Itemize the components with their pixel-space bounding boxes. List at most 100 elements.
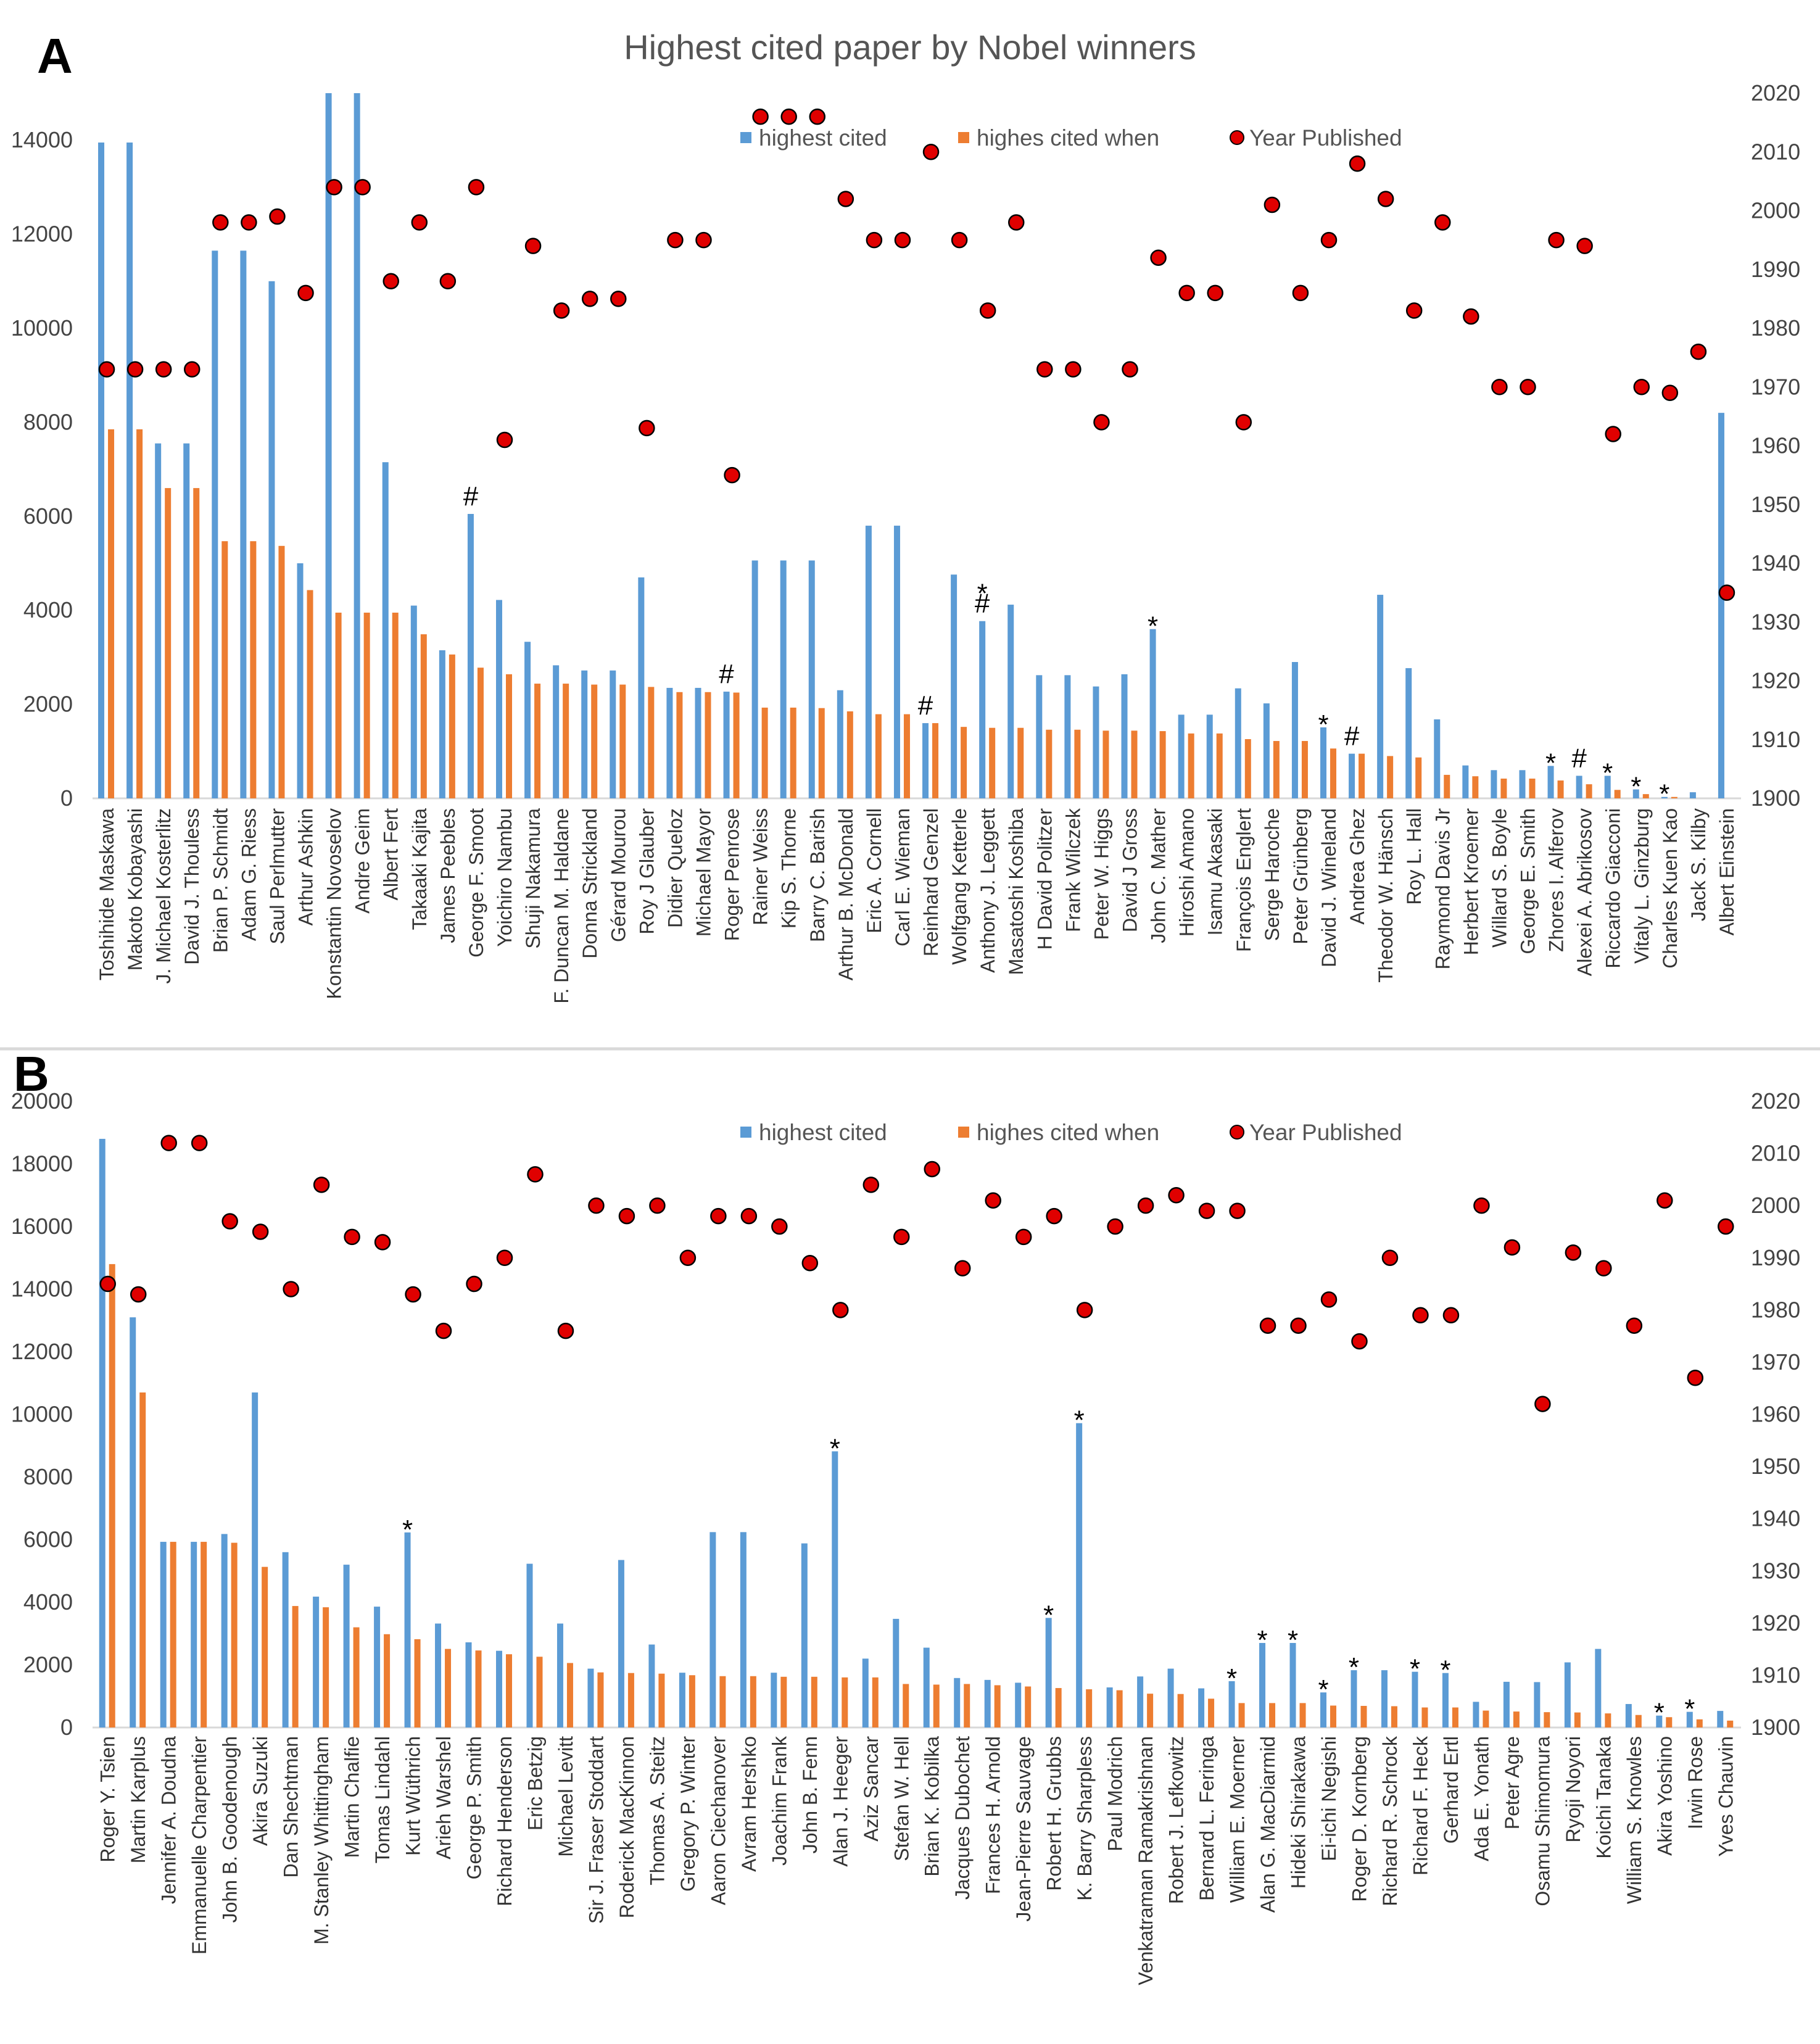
y2-tick-label: 2000 — [1751, 198, 1800, 223]
category-label: Peter W. Higgs — [1090, 808, 1112, 940]
bar-highes-cited-when — [903, 714, 910, 798]
year-published-marker — [581, 291, 598, 307]
category-label: Roger Y. Tsien — [97, 1736, 119, 1863]
year-published-marker — [326, 179, 342, 196]
y-tick-label: 18000 — [11, 1151, 73, 1177]
bar-highes-cited-when — [201, 1542, 207, 1727]
year-published-marker — [1690, 343, 1707, 360]
category-label: Eric A. Cornell — [863, 808, 885, 933]
y-tick-label: 14000 — [11, 127, 73, 152]
bar-highes-cited-when — [384, 1634, 391, 1727]
bar-highest-cited — [1235, 688, 1241, 798]
y2-tick-label: 1950 — [1751, 492, 1800, 517]
year-published-marker — [771, 1218, 788, 1235]
bar-highes-cited-when — [1216, 733, 1223, 798]
bar-highes-cited-when — [534, 684, 541, 798]
panel-b-letter: B — [14, 1046, 49, 1101]
bar-highest-cited — [723, 692, 730, 798]
y-tick-label: 16000 — [11, 1214, 73, 1239]
bar-highes-cited-when — [1238, 1703, 1245, 1727]
y-tick-label: 20000 — [11, 1088, 73, 1114]
bar-highes-cited-when — [1025, 1686, 1032, 1727]
bar-highest-cited — [1519, 770, 1526, 798]
bar-highes-cited-when — [619, 684, 626, 798]
category-label: Peter Grünberg — [1289, 808, 1312, 945]
annotation-mark: # — [975, 589, 990, 619]
y2-tick-label: 1940 — [1751, 550, 1800, 576]
year-published-marker — [951, 231, 968, 249]
category-label: Koichi Tanaka — [1592, 1736, 1615, 1859]
year-published-marker — [1015, 1228, 1032, 1246]
bar-highest-cited — [1718, 413, 1724, 798]
category-label: Rainer Weiss — [750, 808, 772, 925]
year-published-marker — [1657, 1192, 1673, 1209]
year-published-marker — [1076, 1302, 1093, 1318]
y-tick-label: 12000 — [11, 1339, 73, 1364]
category-label: Sir J. Fraser Stoddart — [585, 1736, 607, 1924]
category-label: Richard Henderson — [494, 1736, 516, 1906]
year-published-marker — [1259, 1317, 1276, 1334]
year-published-marker — [1595, 1260, 1612, 1276]
bar-highest-cited — [832, 1451, 838, 1727]
y2-tick-label: 2020 — [1751, 1088, 1800, 1114]
bar-highes-cited-when — [1472, 776, 1479, 798]
bar-highes-cited-when — [414, 1639, 421, 1727]
year-published-marker — [1633, 379, 1650, 395]
bar-highest-cited — [865, 526, 872, 798]
bar-highest-cited — [160, 1542, 167, 1727]
category-label: Donna Strickland — [579, 808, 601, 959]
year-published-marker — [439, 273, 457, 290]
annotation-mark: * — [1602, 758, 1613, 788]
year-published-marker — [1320, 1291, 1338, 1308]
annotation-mark: * — [1148, 611, 1158, 642]
category-label: Wolfgang Ketterle — [948, 808, 970, 965]
bar-highest-cited — [581, 670, 588, 798]
bar-highest-cited — [837, 690, 843, 798]
year-published-marker — [922, 144, 940, 160]
year-published-marker — [221, 1213, 238, 1230]
year-published-marker — [1349, 155, 1366, 172]
category-label: Masatoshi Koshiba — [1005, 808, 1027, 975]
bar-highest-cited — [1076, 1423, 1083, 1727]
annotation-mark: * — [1659, 779, 1669, 809]
bar-highes-cited-when — [1557, 780, 1564, 798]
bar-highest-cited — [1064, 675, 1071, 798]
bar-highest-cited — [1686, 1711, 1693, 1727]
year-published-marker — [212, 214, 229, 231]
category-label: Kurt Wüthrich — [402, 1736, 424, 1856]
category-label: Vitaly L. Ginzburg — [1631, 808, 1653, 964]
bar-highes-cited-when — [648, 687, 655, 798]
year-published-marker — [241, 214, 257, 231]
bar-highest-cited — [556, 1623, 563, 1727]
category-label: Makoto Kobayashi — [124, 808, 146, 970]
bar-highes-cited-when — [563, 684, 569, 798]
year-published-marker — [344, 1228, 360, 1246]
bar-highest-cited — [1263, 703, 1270, 798]
y2-tick-label: 1930 — [1751, 609, 1800, 634]
year-published-marker — [1036, 361, 1053, 378]
bar-highest-cited — [1259, 1642, 1266, 1727]
bar-highes-cited-when — [1086, 1689, 1093, 1727]
bar-highes-cited-when — [566, 1663, 573, 1727]
category-label: Saul Perlmutter — [266, 808, 288, 945]
bar-highes-cited-when — [1360, 1705, 1367, 1727]
annotation-mark: * — [1654, 1698, 1665, 1728]
legend-when-swatch — [958, 132, 969, 143]
bar-highest-cited — [1106, 1687, 1113, 1727]
bar-highest-cited — [1093, 686, 1099, 798]
bar-highes-cited-when — [1574, 1712, 1581, 1727]
bar-highest-cited — [1198, 1688, 1205, 1727]
bar-highes-cited-when — [1642, 794, 1649, 798]
bar-highest-cited — [638, 577, 645, 798]
bar-highes-cited-when — [591, 684, 598, 798]
legend-year-marker — [1230, 1125, 1244, 1140]
bar-highes-cited-when — [933, 1684, 940, 1727]
year-published-marker — [1412, 1307, 1429, 1324]
category-label: Frank Wilczek — [1062, 808, 1084, 932]
y-tick-label: 10000 — [11, 315, 73, 341]
panel-a-letter: A — [37, 28, 73, 83]
bar-highes-cited-when — [1444, 774, 1450, 798]
y2-tick-label: 1980 — [1751, 1297, 1800, 1322]
bar-highest-cited — [1625, 1703, 1632, 1727]
annotation-mark: # — [719, 659, 734, 689]
